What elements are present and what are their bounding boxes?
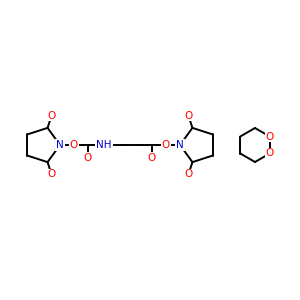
- Text: N: N: [56, 140, 64, 150]
- Text: N: N: [176, 140, 184, 150]
- Text: O: O: [70, 140, 78, 150]
- Text: O: O: [84, 153, 92, 163]
- Text: O: O: [47, 169, 56, 179]
- Text: O: O: [184, 169, 193, 179]
- Text: O: O: [148, 153, 156, 163]
- Text: O: O: [266, 131, 274, 142]
- Text: O: O: [266, 148, 274, 158]
- Text: O: O: [47, 110, 56, 121]
- Text: NH: NH: [96, 140, 112, 150]
- Text: O: O: [162, 140, 170, 150]
- Text: O: O: [184, 110, 193, 121]
